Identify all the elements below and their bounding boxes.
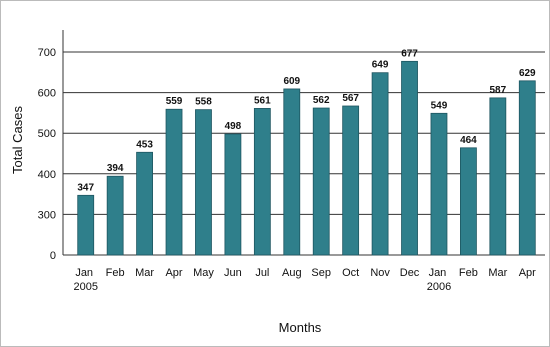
x-tick-label: Jul [255, 267, 269, 279]
value-label: 558 [195, 97, 212, 108]
bar [518, 80, 536, 256]
x-tick-label-line: Mar [488, 267, 507, 279]
bar [489, 97, 507, 256]
x-tick-label-line: Mar [135, 267, 154, 279]
x-tick-label: Jun [224, 267, 242, 279]
value-label: 453 [136, 139, 153, 150]
value-label: 498 [225, 121, 242, 132]
value-label: 649 [372, 60, 389, 71]
x-tick-label-line: Jul [255, 267, 269, 279]
x-tick-label-line: 2006 [427, 281, 451, 293]
value-label: 347 [77, 182, 94, 193]
value-label: 549 [431, 100, 448, 111]
y-tick-label: 300 [38, 209, 56, 221]
value-label: 561 [254, 95, 271, 106]
x-tick-label-line: Feb [106, 267, 125, 279]
value-label: 394 [107, 163, 124, 174]
x-tick-label-line: Sep [311, 267, 331, 279]
bar [342, 105, 360, 256]
x-tick-label-line: Jan [429, 267, 450, 279]
bar [371, 72, 389, 256]
x-tick-label-line: Nov [370, 267, 390, 279]
x-tick-label-line: 2005 [73, 281, 97, 293]
x-tick-label: Jan 2006 [427, 267, 451, 293]
x-tick-label-line: Feb [459, 267, 478, 279]
x-tick-label: Feb [459, 267, 478, 279]
bar [77, 194, 95, 256]
bar [401, 60, 418, 256]
x-axis-title: Months [279, 320, 322, 335]
y-axis-title: Total Cases [10, 106, 25, 174]
x-tick-label: Apr [519, 267, 536, 279]
value-label: 677 [401, 48, 418, 59]
y-tick-label: 0 [50, 250, 56, 262]
x-tick-label-line: Apr [165, 267, 182, 279]
x-tick-label: Aug [282, 267, 302, 279]
bar [430, 112, 448, 256]
y-tick-label: 600 [38, 88, 56, 100]
x-tick-label-line: Oct [342, 267, 359, 279]
value-label: 587 [490, 85, 507, 96]
x-tick-label: Jan 2005 [73, 267, 97, 293]
bar [165, 108, 183, 256]
x-tick-label: Mar [488, 267, 507, 279]
x-tick-label-line: Jan [75, 267, 96, 279]
value-label: 464 [460, 135, 477, 146]
y-tick-label: 700 [38, 47, 56, 59]
x-tick-label: Apr [165, 267, 182, 279]
value-label: 562 [313, 95, 330, 106]
x-tick-label: Nov [370, 267, 390, 279]
value-label: 629 [519, 68, 536, 79]
x-tick-label: Oct [342, 267, 359, 279]
value-label: 559 [166, 96, 183, 107]
bar [253, 108, 271, 256]
x-tick-label-line: Aug [282, 267, 302, 279]
bar [136, 151, 153, 256]
bar [106, 175, 124, 256]
x-tick-label: Sep [311, 267, 331, 279]
x-tick-label: May [193, 267, 214, 279]
bar [460, 147, 477, 256]
y-tick-label: 500 [38, 128, 56, 140]
x-tick-label-line: Dec [400, 267, 420, 279]
bar [195, 109, 212, 256]
bar [312, 107, 330, 256]
x-tick-label: Feb [106, 267, 125, 279]
bar [283, 88, 301, 256]
value-label: 609 [283, 76, 300, 87]
bar [224, 133, 242, 256]
x-tick-label-line: Apr [519, 267, 536, 279]
y-tick-label: 400 [38, 169, 56, 181]
x-tick-label: Mar [135, 267, 154, 279]
x-tick-label-line: Jun [224, 267, 242, 279]
x-tick-label-line: May [193, 267, 214, 279]
x-tick-label: Dec [400, 267, 420, 279]
value-label: 567 [342, 93, 359, 104]
